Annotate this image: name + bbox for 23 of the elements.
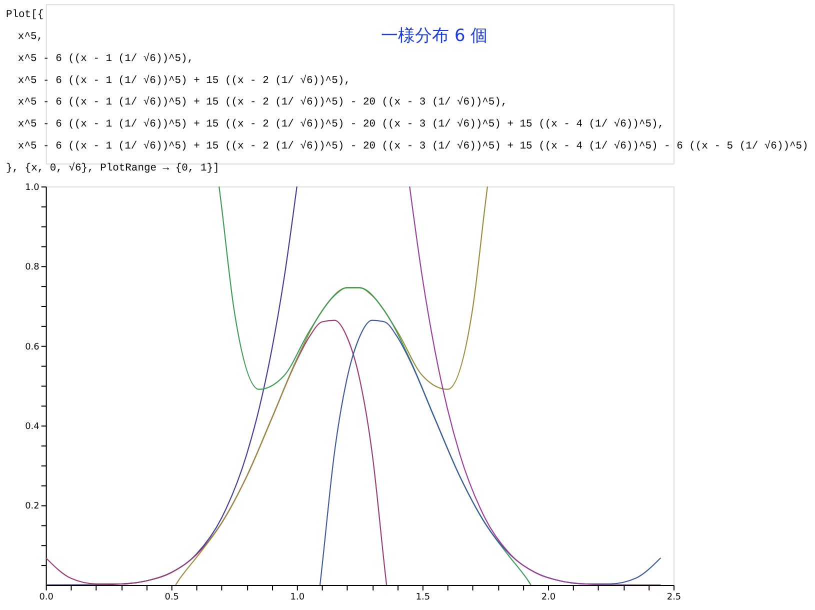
x-tick-label: 1.0 [290, 592, 305, 602]
line-series [409, 186, 662, 585]
y-tick-label: 0.2 [25, 502, 40, 512]
x-tick-label: 1.5 [416, 592, 430, 602]
text: Plot[{ [6, 9, 44, 22]
x-tick-label: 0.0 [39, 592, 54, 602]
text: x^5, [18, 30, 44, 43]
y-tick-label: 0.8 [25, 262, 40, 273]
text: x^5 - 6 ((x - 1 (1/ √6))^5) + 15 ((x - 2 (1/ √6))^5) - 20 ((x - 3 (1/ √6))^5) + 15 ((x - 4 (1/ √6))^5), [18, 118, 664, 131]
y-tick-label: 1.0 [25, 182, 40, 193]
chart-title: 一様分布 6 個 [381, 24, 488, 45]
text: x^5 - 6 ((x - 1 (1/ √6))^5) + 15 ((x - 2 (1/ √6))^5) - 20 ((x - 3 (1/ √6))^5), [18, 96, 508, 109]
x-tick-label: 2.5 [666, 592, 682, 602]
x-tick-label: 2.0 [541, 592, 556, 602]
line-series [319, 320, 662, 585]
x-tick-label: 0.5 [164, 592, 179, 602]
y-tick-label: 0.4 [25, 422, 40, 432]
text: }, {x, 0, √6}, PlotRange → {0, 1}] [6, 161, 220, 174]
y-tick-label: 0.6 [25, 342, 40, 352]
text: x^5 - 6 ((x - 1 (1/ √6))^5), [18, 52, 194, 65]
text: x^5 - 6 ((x - 1 (1/ √6))^5) + 15 ((x - 2 (1/ √6))^5), [18, 74, 350, 87]
line-series [175, 186, 488, 585]
text: x^5 - 6 ((x - 1 (1/ √6))^5) + 15 ((x - 2 (1/ √6))^5) - 20 ((x - 3 (1/ √6))^5) + 15 ((x - 4 (1/ √6))^5) - 6 ((x - 5 (1/ √6))^5) [18, 140, 808, 153]
